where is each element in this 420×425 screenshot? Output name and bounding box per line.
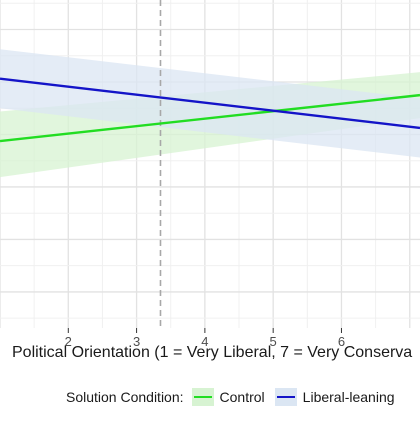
x-tick-label: 2 <box>65 334 72 349</box>
x-tick-label: 3 <box>133 334 140 349</box>
legend-label-liberal-leaning: Liberal-leaning <box>302 389 395 405</box>
x-tick-label: 5 <box>270 334 277 349</box>
series-line-liberal-leaning <box>0 77 420 130</box>
x-tick-label: 6 <box>338 334 345 349</box>
series-line-control <box>0 93 420 143</box>
legend-title: Solution Condition: <box>66 389 184 405</box>
x-tick-label: 4 <box>201 334 208 349</box>
legend-label-control: Control <box>219 389 265 405</box>
legend-key-liberal-leaning <box>274 388 297 406</box>
legend: Solution Condition: Control Liberal-lean… <box>66 386 405 408</box>
x-axis-title: Political Orientation (1 = Very Liberal,… <box>12 344 413 361</box>
legend-key-control <box>191 388 214 406</box>
